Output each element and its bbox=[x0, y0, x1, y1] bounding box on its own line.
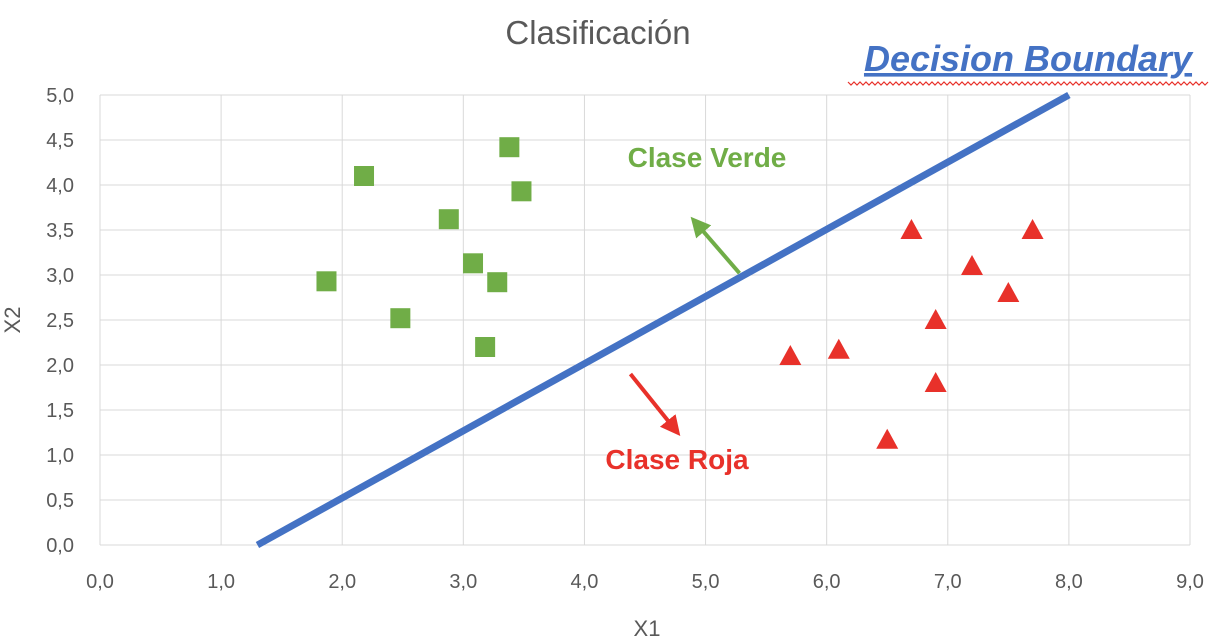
y-tick-label: 3,5 bbox=[46, 220, 74, 242]
decision-boundary-label: Decision Boundary bbox=[864, 38, 1194, 79]
red-triangle-point bbox=[900, 219, 923, 239]
spellcheck-underline bbox=[847, 81, 1209, 86]
green-square-point bbox=[438, 209, 459, 230]
x-tick-label: 3,0 bbox=[449, 571, 477, 593]
gridlines bbox=[99, 94, 1191, 546]
y-tick-label: 4,5 bbox=[46, 130, 74, 152]
red-triangle-point bbox=[876, 428, 899, 449]
x-axis-label: X1 bbox=[634, 616, 661, 641]
clase-verde-label: Clase Verde bbox=[628, 142, 787, 173]
x-tick-label: 7,0 bbox=[934, 571, 962, 593]
y-tick-label: 1,0 bbox=[46, 445, 74, 467]
green-square-point bbox=[316, 271, 337, 292]
data-points bbox=[316, 137, 1044, 449]
x-tick-label: 5,0 bbox=[692, 571, 720, 593]
x-tick-label: 0,0 bbox=[86, 571, 114, 593]
green-square-point bbox=[475, 337, 496, 357]
clase-roja-arrow bbox=[628, 372, 681, 437]
red-triangle-point bbox=[997, 282, 1020, 302]
y-axis-label: X2 bbox=[0, 307, 25, 334]
green-square-point bbox=[463, 253, 484, 274]
y-tick-labels: 0,0 0,5 1,0 1,5 2,0 2,5 3,0 3,5 4,0 4,5 5,0 bbox=[46, 85, 74, 557]
y-tick-label: 5,0 bbox=[46, 85, 74, 107]
clase-verde-arrow bbox=[690, 216, 741, 275]
clase-roja-label: Clase Roja bbox=[605, 444, 749, 475]
decision-boundary-line bbox=[255, 91, 1071, 549]
red-triangle-point bbox=[924, 309, 947, 329]
y-tick-label: 0,5 bbox=[46, 490, 74, 512]
chart-title: Clasificación bbox=[505, 14, 690, 51]
x-tick-label: 9,0 bbox=[1176, 571, 1204, 593]
y-tick-label: 1,5 bbox=[46, 400, 74, 422]
x-tick-label: 8,0 bbox=[1055, 571, 1083, 593]
red-triangle-point bbox=[924, 372, 947, 392]
x-tick-label: 4,0 bbox=[571, 571, 599, 593]
y-tick-label: 0,0 bbox=[46, 535, 74, 557]
y-tick-label: 3,0 bbox=[46, 265, 74, 287]
x-tick-label: 6,0 bbox=[813, 571, 841, 593]
x-tick-labels: 0,0 1,0 2,0 3,0 4,0 5,0 6,0 7,0 8,0 9,0 bbox=[86, 571, 1204, 593]
green-square-point bbox=[511, 181, 532, 202]
red-triangle-point bbox=[961, 255, 983, 275]
y-tick-label: 2,0 bbox=[46, 355, 74, 377]
y-tick-label: 2,5 bbox=[46, 310, 74, 332]
x-tick-label: 1,0 bbox=[207, 571, 235, 593]
green-square-point bbox=[499, 137, 520, 158]
y-tick-label: 4,0 bbox=[46, 175, 74, 197]
red-triangle-point bbox=[1021, 219, 1044, 239]
red-triangle-point bbox=[827, 338, 850, 359]
green-square-point bbox=[390, 308, 411, 329]
green-square-point bbox=[487, 272, 508, 293]
green-square-point bbox=[354, 166, 375, 186]
red-triangle-point bbox=[779, 345, 802, 365]
x-tick-label: 2,0 bbox=[328, 571, 356, 593]
